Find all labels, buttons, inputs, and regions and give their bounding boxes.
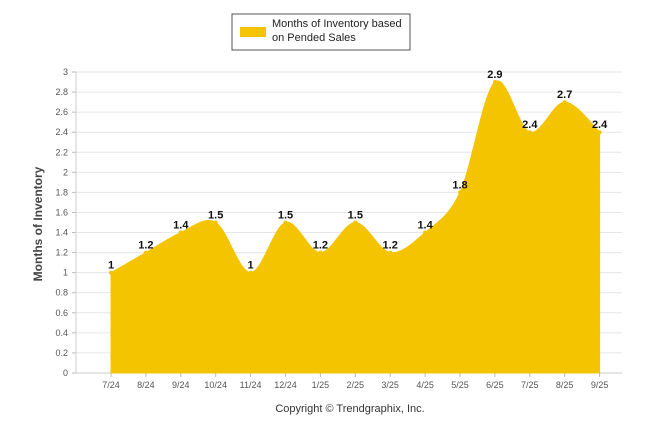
x-tick-label-4: 11/24 bbox=[240, 380, 262, 390]
data-point-11 bbox=[492, 80, 497, 85]
y-axis-title: Months of Inventory bbox=[31, 166, 45, 281]
y-tick-label-0: 0 bbox=[63, 368, 68, 378]
data-label-0: 1 bbox=[108, 260, 114, 272]
series-area bbox=[109, 80, 602, 374]
data-point-9 bbox=[423, 230, 428, 235]
y-tick-label-3: 0.6 bbox=[55, 308, 68, 318]
y-tick-label-7: 1.4 bbox=[55, 228, 68, 238]
y-tick-label-2: 0.4 bbox=[55, 328, 68, 338]
x-tick-label-12: 7/25 bbox=[521, 380, 539, 390]
area-fill bbox=[110, 80, 601, 374]
data-point-5 bbox=[283, 220, 288, 225]
x-tick-label-9: 4/25 bbox=[416, 380, 434, 390]
y-tick-label-1: 0.2 bbox=[55, 348, 68, 358]
data-point-3 bbox=[213, 220, 218, 225]
x-tick-label-5: 12/24 bbox=[274, 380, 297, 390]
data-label-12: 2.4 bbox=[522, 119, 538, 131]
y-tick-label-12: 2.4 bbox=[55, 127, 68, 137]
data-label-6: 1.2 bbox=[313, 240, 328, 252]
data-point-10 bbox=[458, 190, 462, 195]
y-tick-label-13: 2.6 bbox=[55, 107, 68, 117]
data-label-5: 1.5 bbox=[278, 210, 293, 222]
legend-swatch bbox=[240, 27, 266, 37]
data-point-7 bbox=[353, 220, 358, 225]
x-tick-label-2: 9/24 bbox=[172, 380, 190, 390]
x-tick-label-14: 9/25 bbox=[591, 380, 609, 390]
x-tick-label-11: 6/25 bbox=[486, 380, 504, 390]
data-label-10: 1.8 bbox=[452, 179, 467, 191]
data-point-1 bbox=[143, 250, 148, 255]
data-label-4: 1 bbox=[248, 260, 254, 272]
y-tick-label-5: 1 bbox=[63, 268, 68, 278]
x-tick-label-10: 5/25 bbox=[451, 380, 469, 390]
copyright-footer: Copyright © Trendgraphix, Inc. bbox=[275, 403, 424, 415]
x-tick-label-7: 2/25 bbox=[347, 380, 365, 390]
data-label-11: 2.9 bbox=[487, 69, 502, 81]
data-labels: 1 1.2 1.4 1.5 1 1.5 1.2 1.5 1.2 1.4 1.8 2.9 2.4 2.7 2.… bbox=[108, 69, 608, 272]
y-tick-label-14: 2.8 bbox=[55, 87, 68, 97]
x-tick-label-3: 10/24 bbox=[204, 380, 227, 390]
data-label-1: 1.2 bbox=[138, 240, 153, 252]
legend-label-line2: on Pended Sales bbox=[272, 32, 356, 44]
legend[interactable]: Months of Inventory based on Pended Sale… bbox=[231, 13, 411, 51]
y-tick-label-10: 2 bbox=[63, 167, 68, 177]
data-point-14 bbox=[597, 130, 602, 135]
x-tick-label-8: 3/25 bbox=[381, 380, 399, 390]
data-point-13 bbox=[562, 100, 567, 105]
y-tick-label-9: 1.8 bbox=[55, 187, 68, 197]
data-point-8 bbox=[388, 250, 393, 255]
x-tick-label-13: 8/25 bbox=[556, 380, 574, 390]
data-point-2 bbox=[178, 230, 183, 235]
legend-label-line1: Months of Inventory based bbox=[272, 18, 402, 30]
data-label-8: 1.2 bbox=[383, 240, 398, 252]
y-tick-label-4: 0.8 bbox=[55, 288, 68, 298]
x-tick-label-1: 8/24 bbox=[137, 380, 155, 390]
x-tick-label-0: 7/24 bbox=[102, 380, 120, 390]
data-label-9: 1.4 bbox=[417, 220, 433, 232]
data-label-14: 2.4 bbox=[592, 119, 608, 131]
y-tick-label-8: 1.6 bbox=[55, 207, 68, 217]
x-tick-labels: 7/24 8/24 9/24 10/24 11/24 12/24 1/25 2/25 3/25 4… bbox=[102, 380, 608, 390]
y-tick-label-15: 3 bbox=[63, 67, 68, 77]
data-point-0 bbox=[109, 270, 113, 275]
data-label-2: 1.4 bbox=[173, 220, 189, 232]
y-tick-labels: 0 0.2 0.4 0.6 0.8 1 1.2 1.4 1.6 1.8 2 2.2 2.4 2.6 2.8 3 bbox=[55, 67, 68, 378]
data-label-3: 1.5 bbox=[208, 210, 223, 222]
y-tick-label-6: 1.2 bbox=[55, 248, 68, 258]
data-point-4 bbox=[248, 270, 253, 275]
x-tick-label-6: 1/25 bbox=[312, 380, 330, 390]
y-tick-label-11: 2.2 bbox=[55, 147, 68, 157]
data-point-12 bbox=[527, 130, 532, 135]
data-label-13: 2.7 bbox=[557, 89, 572, 101]
data-point-6 bbox=[318, 250, 323, 255]
data-label-7: 1.5 bbox=[348, 210, 363, 222]
